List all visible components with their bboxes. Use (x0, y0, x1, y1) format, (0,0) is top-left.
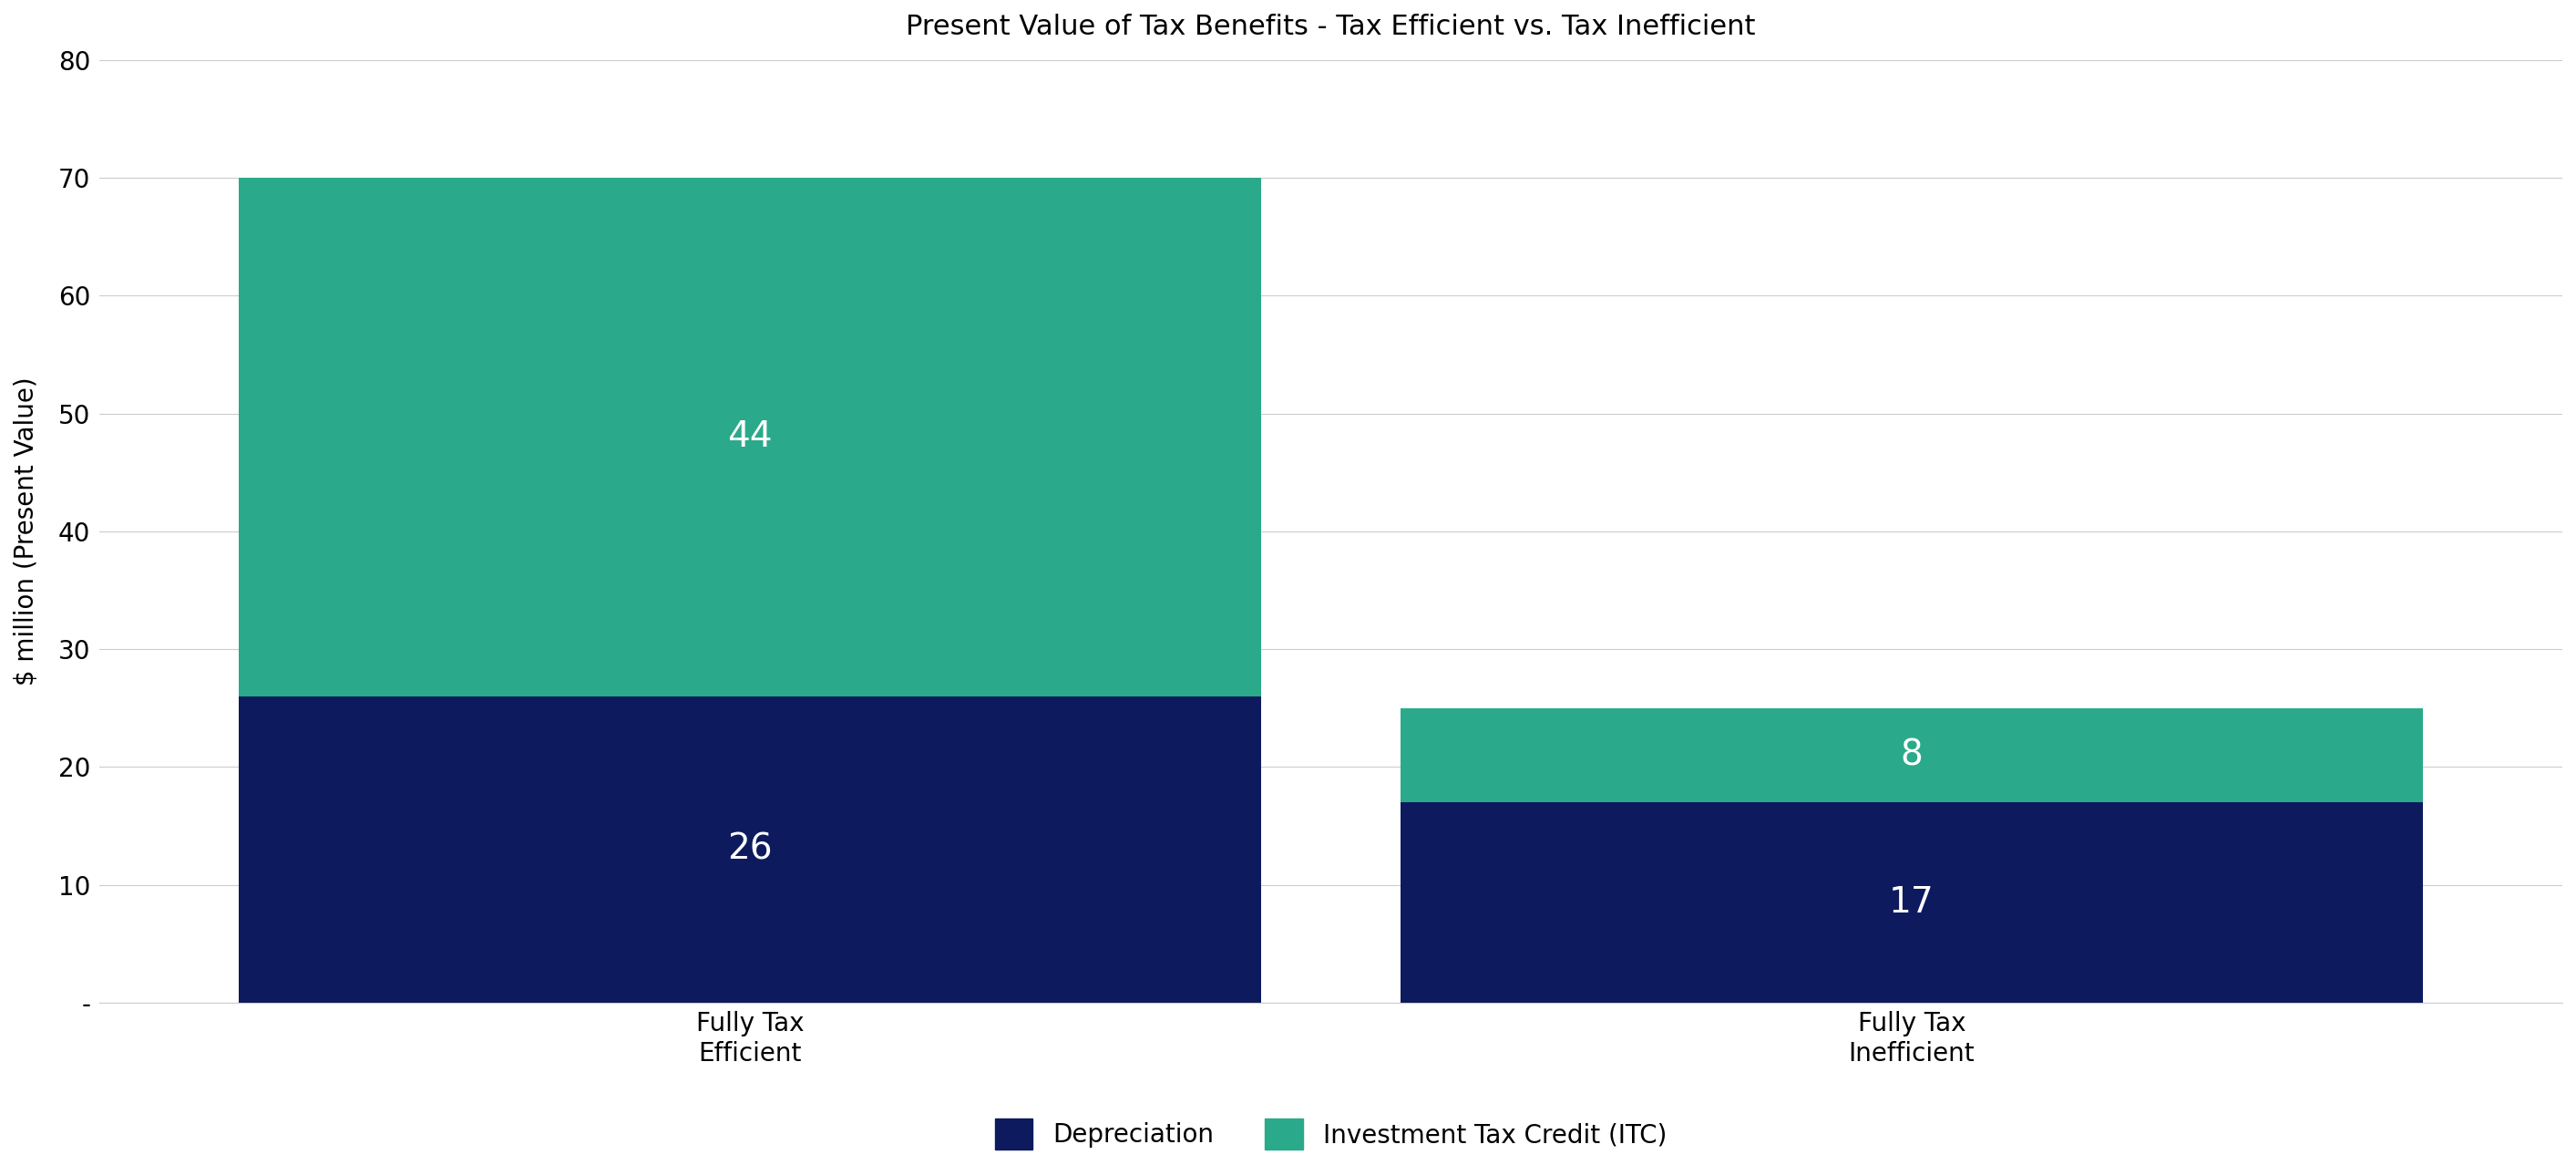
Bar (240, 178, 1262, 697)
Text: 26: 26 (726, 832, 773, 867)
Bar (1401, 803, 2424, 1003)
Legend: Depreciation, Investment Tax Credit (ITC): Depreciation, Investment Tax Credit (ITC… (984, 1108, 1677, 1159)
Bar (1401, 708, 2424, 803)
Text: 44: 44 (726, 419, 773, 454)
Bar (240, 697, 1262, 1003)
Text: 8: 8 (1901, 737, 1924, 772)
Text: 17: 17 (1888, 885, 1935, 919)
Y-axis label: $ million (Present Value): $ million (Present Value) (13, 377, 39, 685)
Title: Present Value of Tax Benefits - Tax Efficient vs. Tax Inefficient: Present Value of Tax Benefits - Tax Effi… (907, 14, 1757, 40)
